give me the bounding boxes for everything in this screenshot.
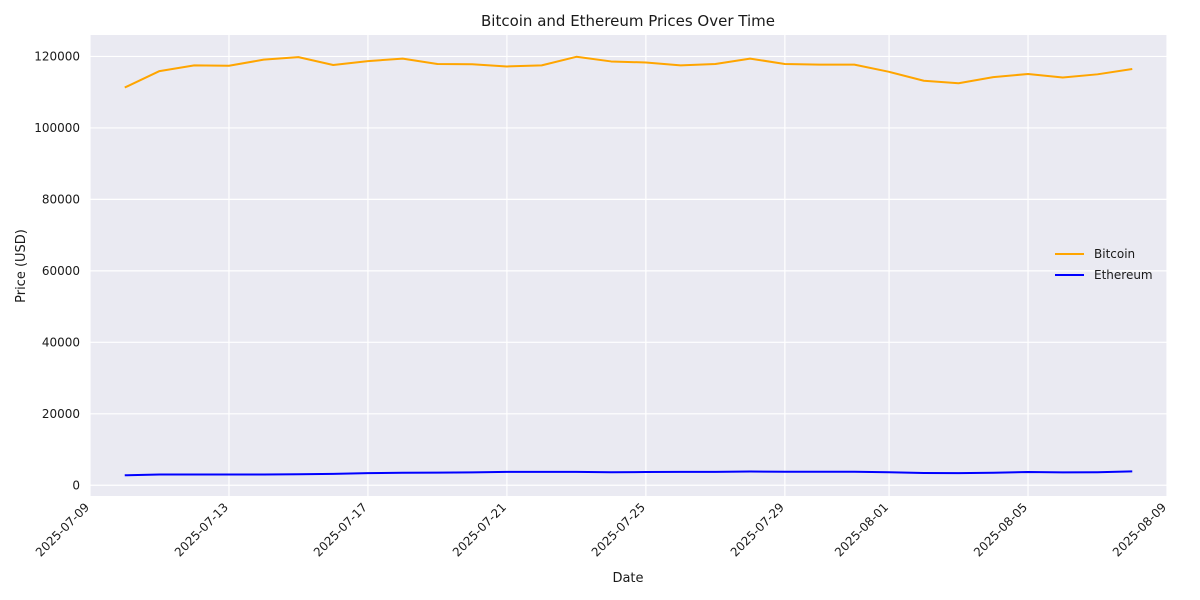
x-tick-label: 2025-07-13 xyxy=(172,500,231,559)
x-tick-label: 2025-07-29 xyxy=(728,500,787,559)
series-lines xyxy=(124,55,1133,477)
grid-lines xyxy=(89,35,1168,496)
x-tick-label: 2025-07-21 xyxy=(450,500,509,559)
y-axis-ticks: 0 20000 40000 60000 80000 100000 120000 xyxy=(34,49,80,492)
x-tick-label: 2025-08-09 xyxy=(1110,500,1169,559)
chart-title: Bitcoin and Ethereum Prices Over Time xyxy=(481,12,775,30)
y-tick-label: 0 xyxy=(72,478,80,492)
series-line-ethereum xyxy=(124,470,1133,477)
x-tick-label: 2025-08-01 xyxy=(832,500,891,559)
y-tick-label: 100000 xyxy=(34,121,80,135)
x-tick-label: 2025-07-09 xyxy=(33,500,92,559)
y-tick-label: 60000 xyxy=(42,264,80,278)
x-axis-ticks: 2025-07-09 2025-07-13 2025-07-17 2025-07-21… xyxy=(33,500,1169,559)
y-tick-label: 20000 xyxy=(42,407,80,421)
x-tick-label: 2025-08-05 xyxy=(971,500,1030,559)
y-tick-label: 80000 xyxy=(42,192,80,206)
y-axis-label: Price (USD) xyxy=(14,229,29,303)
y-tick-label: 120000 xyxy=(34,49,80,63)
plot-area xyxy=(90,35,1167,496)
series-line-bitcoin xyxy=(124,55,1133,89)
legend-label-bitcoin: Bitcoin xyxy=(1094,247,1135,261)
legend-label-ethereum: Ethereum xyxy=(1094,268,1153,282)
x-tick-label: 2025-07-25 xyxy=(589,500,648,559)
x-tick-label: 2025-07-17 xyxy=(311,500,370,559)
x-axis-label: Date xyxy=(612,571,643,586)
y-tick-label: 40000 xyxy=(42,335,80,349)
legend: Bitcoin Ethereum xyxy=(1055,247,1153,282)
